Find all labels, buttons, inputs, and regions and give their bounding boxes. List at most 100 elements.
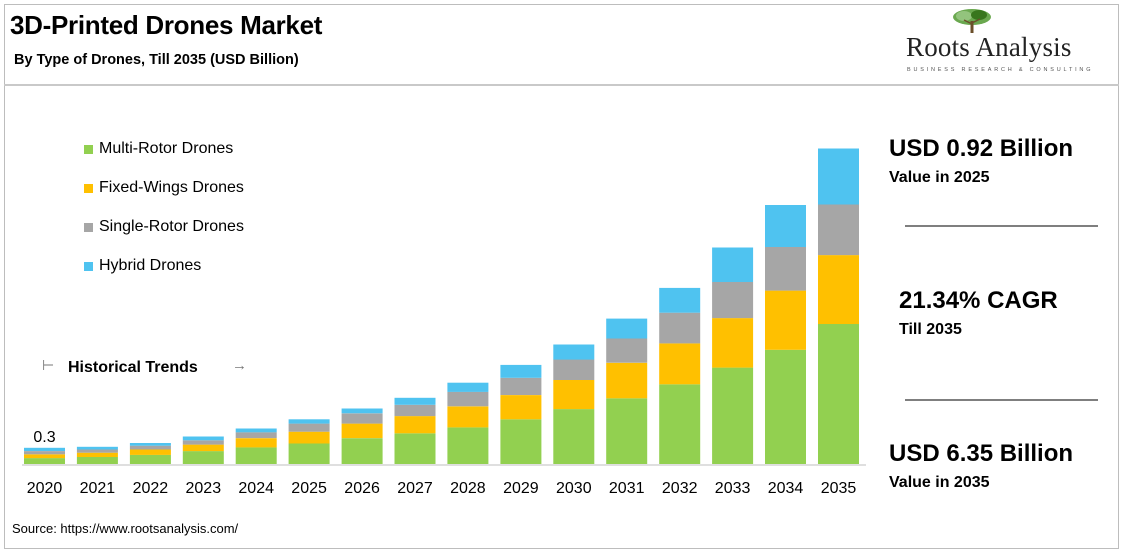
- bar-2021-series-0: [76, 457, 118, 464]
- roots-analysis-logo: Roots Analysis BUSINESS RESEARCH & CONSU…: [900, 6, 1110, 76]
- bar-2034-series-0: [765, 349, 806, 464]
- kpi-cagr-caption: Till 2035: [899, 321, 962, 338]
- x-tick-label: 2032: [662, 480, 698, 497]
- kpi-value-2035-caption: Value in 2035: [889, 474, 990, 491]
- bar-2023-series-2: [182, 440, 224, 445]
- x-tick-label: 2020: [27, 480, 63, 497]
- bar-2023-series-0: [182, 451, 224, 464]
- bar-2022-series-2: [129, 445, 171, 450]
- bar-2032-series-1: [659, 343, 701, 385]
- x-tick-label: 2031: [609, 480, 645, 497]
- bar-start-icon: ⊢: [42, 357, 55, 373]
- historical-trends-marker: ⊢ Historical Trends →: [42, 357, 272, 379]
- bar-2029-series-1: [500, 395, 542, 420]
- data-labels: 0.3: [33, 429, 55, 446]
- bar-2023-series-3: [182, 436, 224, 441]
- legend-swatch: [84, 262, 93, 271]
- data-label: 0.3: [33, 429, 55, 446]
- bar-2024-series-2: [235, 432, 277, 439]
- kpi-divider: [905, 399, 1098, 401]
- bar-2030-series-0: [553, 409, 595, 464]
- bar-2022-series-1: [129, 449, 171, 455]
- bar-2029-series-2: [500, 377, 542, 395]
- x-tick-label: 2030: [556, 480, 592, 497]
- legend-label: Fixed-Wings Drones: [99, 179, 244, 196]
- bar-2034-series-3: [765, 205, 806, 247]
- bar-2031-series-1: [606, 362, 648, 399]
- x-tick-label: 2023: [186, 480, 222, 497]
- bar-2035-series-1: [818, 255, 859, 324]
- bar-2020-series-2: [24, 451, 65, 455]
- bar-2032-series-0: [659, 384, 701, 464]
- bar-2021-series-1: [76, 452, 118, 457]
- tree-icon: [953, 9, 991, 33]
- bar-2027-series-3: [394, 397, 436, 405]
- bar-2024-series-1: [235, 438, 277, 448]
- bar-2020-series-3: [24, 447, 65, 451]
- bar-2029-series-3: [500, 364, 542, 378]
- bar-2025-series-0: [288, 443, 330, 464]
- bar-2022-series-0: [129, 454, 171, 464]
- x-tick-label: 2027: [397, 480, 433, 497]
- kpi-value-2025: USD 0.92 Billion: [889, 135, 1074, 162]
- bar-2034-series-1: [765, 290, 806, 350]
- bars-group: [24, 148, 859, 464]
- bar-2027-series-1: [394, 416, 436, 434]
- chart-title: 3D-Printed Drones Market: [10, 10, 323, 40]
- bar-2022-series-3: [129, 443, 171, 446]
- source-note: Source: https://www.rootsanalysis.com/: [12, 521, 239, 536]
- logo-name: Roots Analysis: [906, 32, 1072, 62]
- x-tick-label: 2034: [768, 480, 804, 497]
- bar-2035-series-0: [818, 324, 859, 464]
- chart-subtitle: By Type of Drones, Till 2035 (USD Billio…: [14, 52, 299, 68]
- bar-2026-series-0: [341, 438, 383, 464]
- bar-2033-series-3: [712, 247, 754, 282]
- bar-2026-series-2: [341, 413, 383, 424]
- bar-2034-series-2: [765, 247, 806, 291]
- bar-2028-series-0: [447, 427, 489, 464]
- bar-2033-series-2: [712, 282, 754, 319]
- kpi-cagr: 21.34% CAGR: [899, 287, 1058, 314]
- bar-2025-series-3: [288, 419, 330, 424]
- x-tick-label: 2026: [344, 480, 380, 497]
- bar-2027-series-2: [394, 404, 436, 417]
- bar-2031-series-2: [606, 338, 648, 363]
- x-tick-label: 2028: [450, 480, 486, 497]
- bar-2035-series-2: [818, 204, 859, 256]
- bar-2031-series-0: [606, 398, 648, 464]
- legend-swatch: [84, 145, 93, 154]
- bar-2024-series-0: [235, 447, 277, 464]
- bar-2032-series-3: [659, 287, 701, 313]
- bar-2025-series-2: [288, 423, 330, 432]
- x-tick-label: 2025: [291, 480, 327, 497]
- legend-swatch: [84, 223, 93, 232]
- bar-2023-series-1: [182, 444, 224, 452]
- kpi-value-2035: USD 6.35 Billion: [889, 440, 1074, 467]
- logo-tagline: BUSINESS RESEARCH & CONSULTING: [907, 67, 1094, 73]
- bar-2029-series-0: [500, 419, 542, 464]
- legend-label: Multi-Rotor Drones: [99, 140, 234, 157]
- bar-2025-series-1: [288, 431, 330, 444]
- x-tick-labels: 2020 2021 2022 2023 2024 2025 2026 2027 2028 2029…: [27, 480, 857, 497]
- bar-2028-series-1: [447, 406, 489, 428]
- bar-2030-series-1: [553, 380, 595, 410]
- bar-2021-series-3: [76, 446, 118, 450]
- bar-2020-series-1: [24, 454, 65, 459]
- bar-2030-series-3: [553, 344, 595, 360]
- bar-2033-series-1: [712, 318, 754, 368]
- x-tick-label: 2029: [503, 480, 539, 497]
- bar-2026-series-3: [341, 408, 383, 414]
- bar-2032-series-2: [659, 312, 701, 344]
- historical-trends-label: Historical Trends: [68, 359, 198, 376]
- bar-2026-series-1: [341, 423, 383, 439]
- x-tick-label: 2022: [133, 480, 169, 497]
- bar-2021-series-2: [76, 449, 118, 453]
- legend-label: Single-Rotor Drones: [99, 218, 244, 235]
- bar-2028-series-3: [447, 382, 489, 392]
- x-tick-label: 2021: [80, 480, 116, 497]
- bar-2024-series-3: [235, 428, 277, 433]
- bar-2033-series-0: [712, 367, 754, 464]
- x-tick-label: 2024: [238, 480, 274, 497]
- bar-2031-series-3: [606, 318, 648, 339]
